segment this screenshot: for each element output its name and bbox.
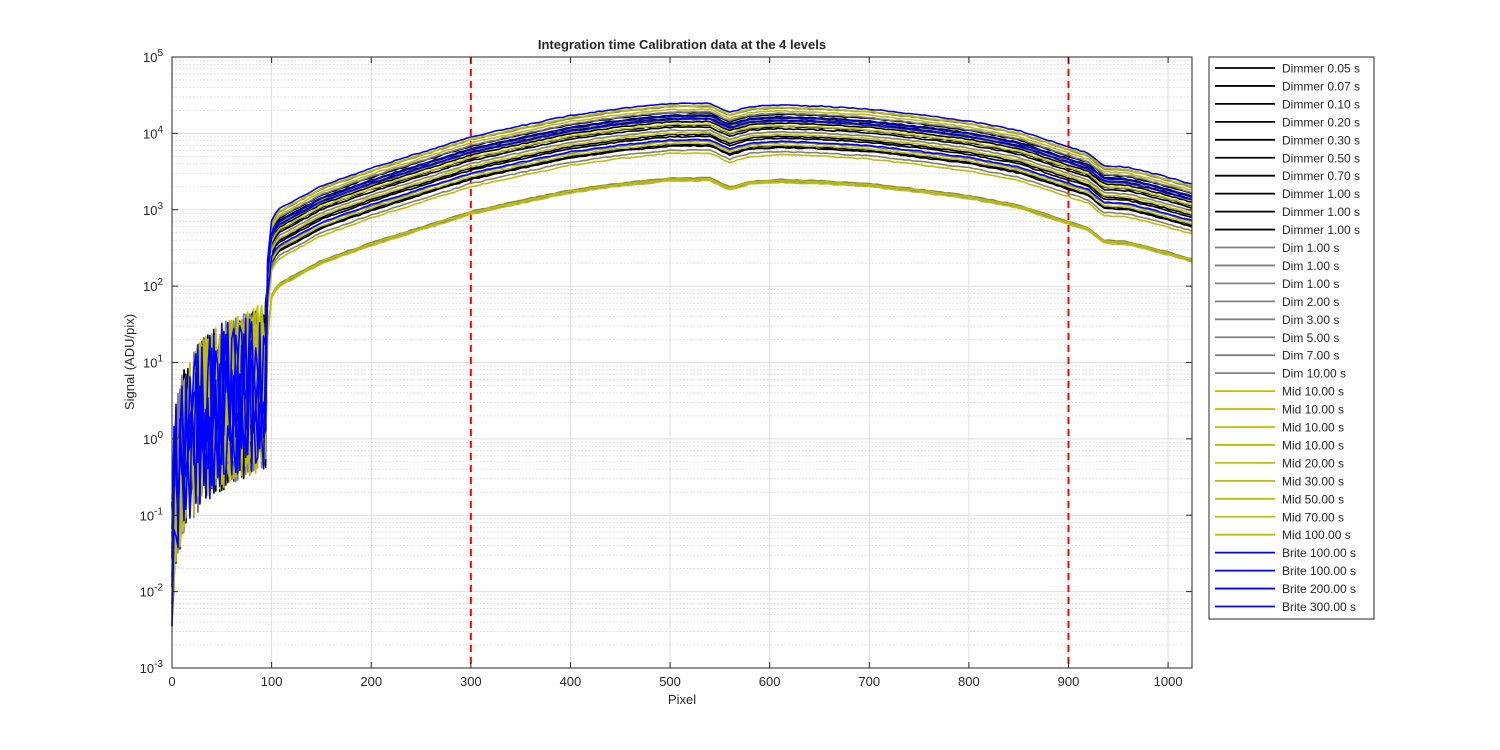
legend-label: Dim 5.00 s <box>1282 331 1339 345</box>
series-line <box>171 115 1193 605</box>
legend-label: Brite 100.00 s <box>1282 546 1356 560</box>
x-tick-label: 300 <box>460 674 482 689</box>
legend-label: Dim 1.00 s <box>1282 259 1339 273</box>
y-tick-label: 104 <box>143 124 163 141</box>
y-axis-label: Signal (ADU/pix) <box>122 314 137 410</box>
legend-label: Dimmer 1.00 s <box>1282 223 1360 237</box>
x-tick-label: 200 <box>360 674 382 689</box>
series-lines <box>171 102 1193 627</box>
legend-label: Mid 100.00 s <box>1282 528 1351 542</box>
legend-label: Dimmer 0.20 s <box>1282 115 1360 129</box>
legend-label: Brite 300.00 s <box>1282 600 1356 614</box>
series-line <box>171 148 1193 627</box>
y-tick-label: 100 <box>143 430 163 447</box>
legend-label: Mid 30.00 s <box>1282 474 1344 488</box>
legend-label: Dimmer 0.30 s <box>1282 133 1360 147</box>
x-tick-label: 400 <box>560 674 582 689</box>
legend-label: Brite 200.00 s <box>1282 582 1356 596</box>
legend-label: Mid 10.00 s <box>1282 421 1344 435</box>
legend-label: Dim 7.00 s <box>1282 349 1339 363</box>
series-line <box>171 131 1193 592</box>
series-line <box>171 102 1193 627</box>
y-tick-label: 105 <box>143 48 163 65</box>
y-tick-label: 10-1 <box>140 506 164 523</box>
legend[interactable]: Dimmer 0.05 s Dimmer 0.07 s Dimmer 0.10 s D… <box>1208 56 1375 620</box>
x-tick-label: 100 <box>261 674 283 689</box>
legend-label: Dimmer 0.70 s <box>1282 169 1360 183</box>
y-tick-label: 10-2 <box>140 583 164 600</box>
y-tick-label: 103 <box>143 201 163 218</box>
series-line <box>171 126 1193 577</box>
legend-label: Dimmer 1.00 s <box>1282 187 1360 201</box>
legend-label: Dimmer 1.00 s <box>1282 205 1360 219</box>
legend-label: Dimmer 0.07 s <box>1282 79 1360 93</box>
x-tick-label: 600 <box>759 674 781 689</box>
x-tick-label: 800 <box>958 674 980 689</box>
x-tick-label: 0 <box>168 674 175 689</box>
legend-label: Mid 20.00 s <box>1282 456 1344 470</box>
x-axis-label: Pixel <box>668 692 696 707</box>
legend-label: Dimmer 0.10 s <box>1282 97 1360 111</box>
y-tick-label: 101 <box>143 354 163 371</box>
legend-label: Dim 2.00 s <box>1282 295 1339 309</box>
x-axis-ticks: 0 100 200 300 400 500 600 700 800 900 1000 <box>168 57 1183 689</box>
legend-label: Mid 70.00 s <box>1282 510 1344 524</box>
legend-label: Dim 10.00 s <box>1282 367 1346 381</box>
legend-label: Mid 10.00 s <box>1282 385 1344 399</box>
chart-title: Integration time Calibration data at the… <box>538 37 826 52</box>
legend-label: Mid 50.00 s <box>1282 492 1344 506</box>
x-tick-label: 500 <box>659 674 681 689</box>
legend-label: Dim 3.00 s <box>1282 313 1339 327</box>
legend-label: Dim 1.00 s <box>1282 241 1339 255</box>
legend-label: Mid 10.00 s <box>1282 438 1344 452</box>
x-tick-label: 900 <box>1058 674 1080 689</box>
y-tick-label: 102 <box>143 277 163 294</box>
legend-label: Dim 1.00 s <box>1282 277 1339 291</box>
x-tick-label: 700 <box>858 674 880 689</box>
legend-label: Mid 10.00 s <box>1282 403 1344 417</box>
y-axis-ticks: 10-3 10-2 10-1 100 101 102 103 104 105 <box>140 48 1192 676</box>
series-line <box>171 138 1193 550</box>
legend-label: Dimmer 0.05 s <box>1282 62 1360 76</box>
y-tick-label: 10-3 <box>140 659 164 676</box>
legend-label: Brite 100.00 s <box>1282 564 1356 578</box>
legend-items: Dimmer 0.05 s Dimmer 0.07 s Dimmer 0.10 s D… <box>1215 62 1360 614</box>
legend-label: Dimmer 0.50 s <box>1282 151 1360 165</box>
x-tick-label: 1000 <box>1154 674 1183 689</box>
